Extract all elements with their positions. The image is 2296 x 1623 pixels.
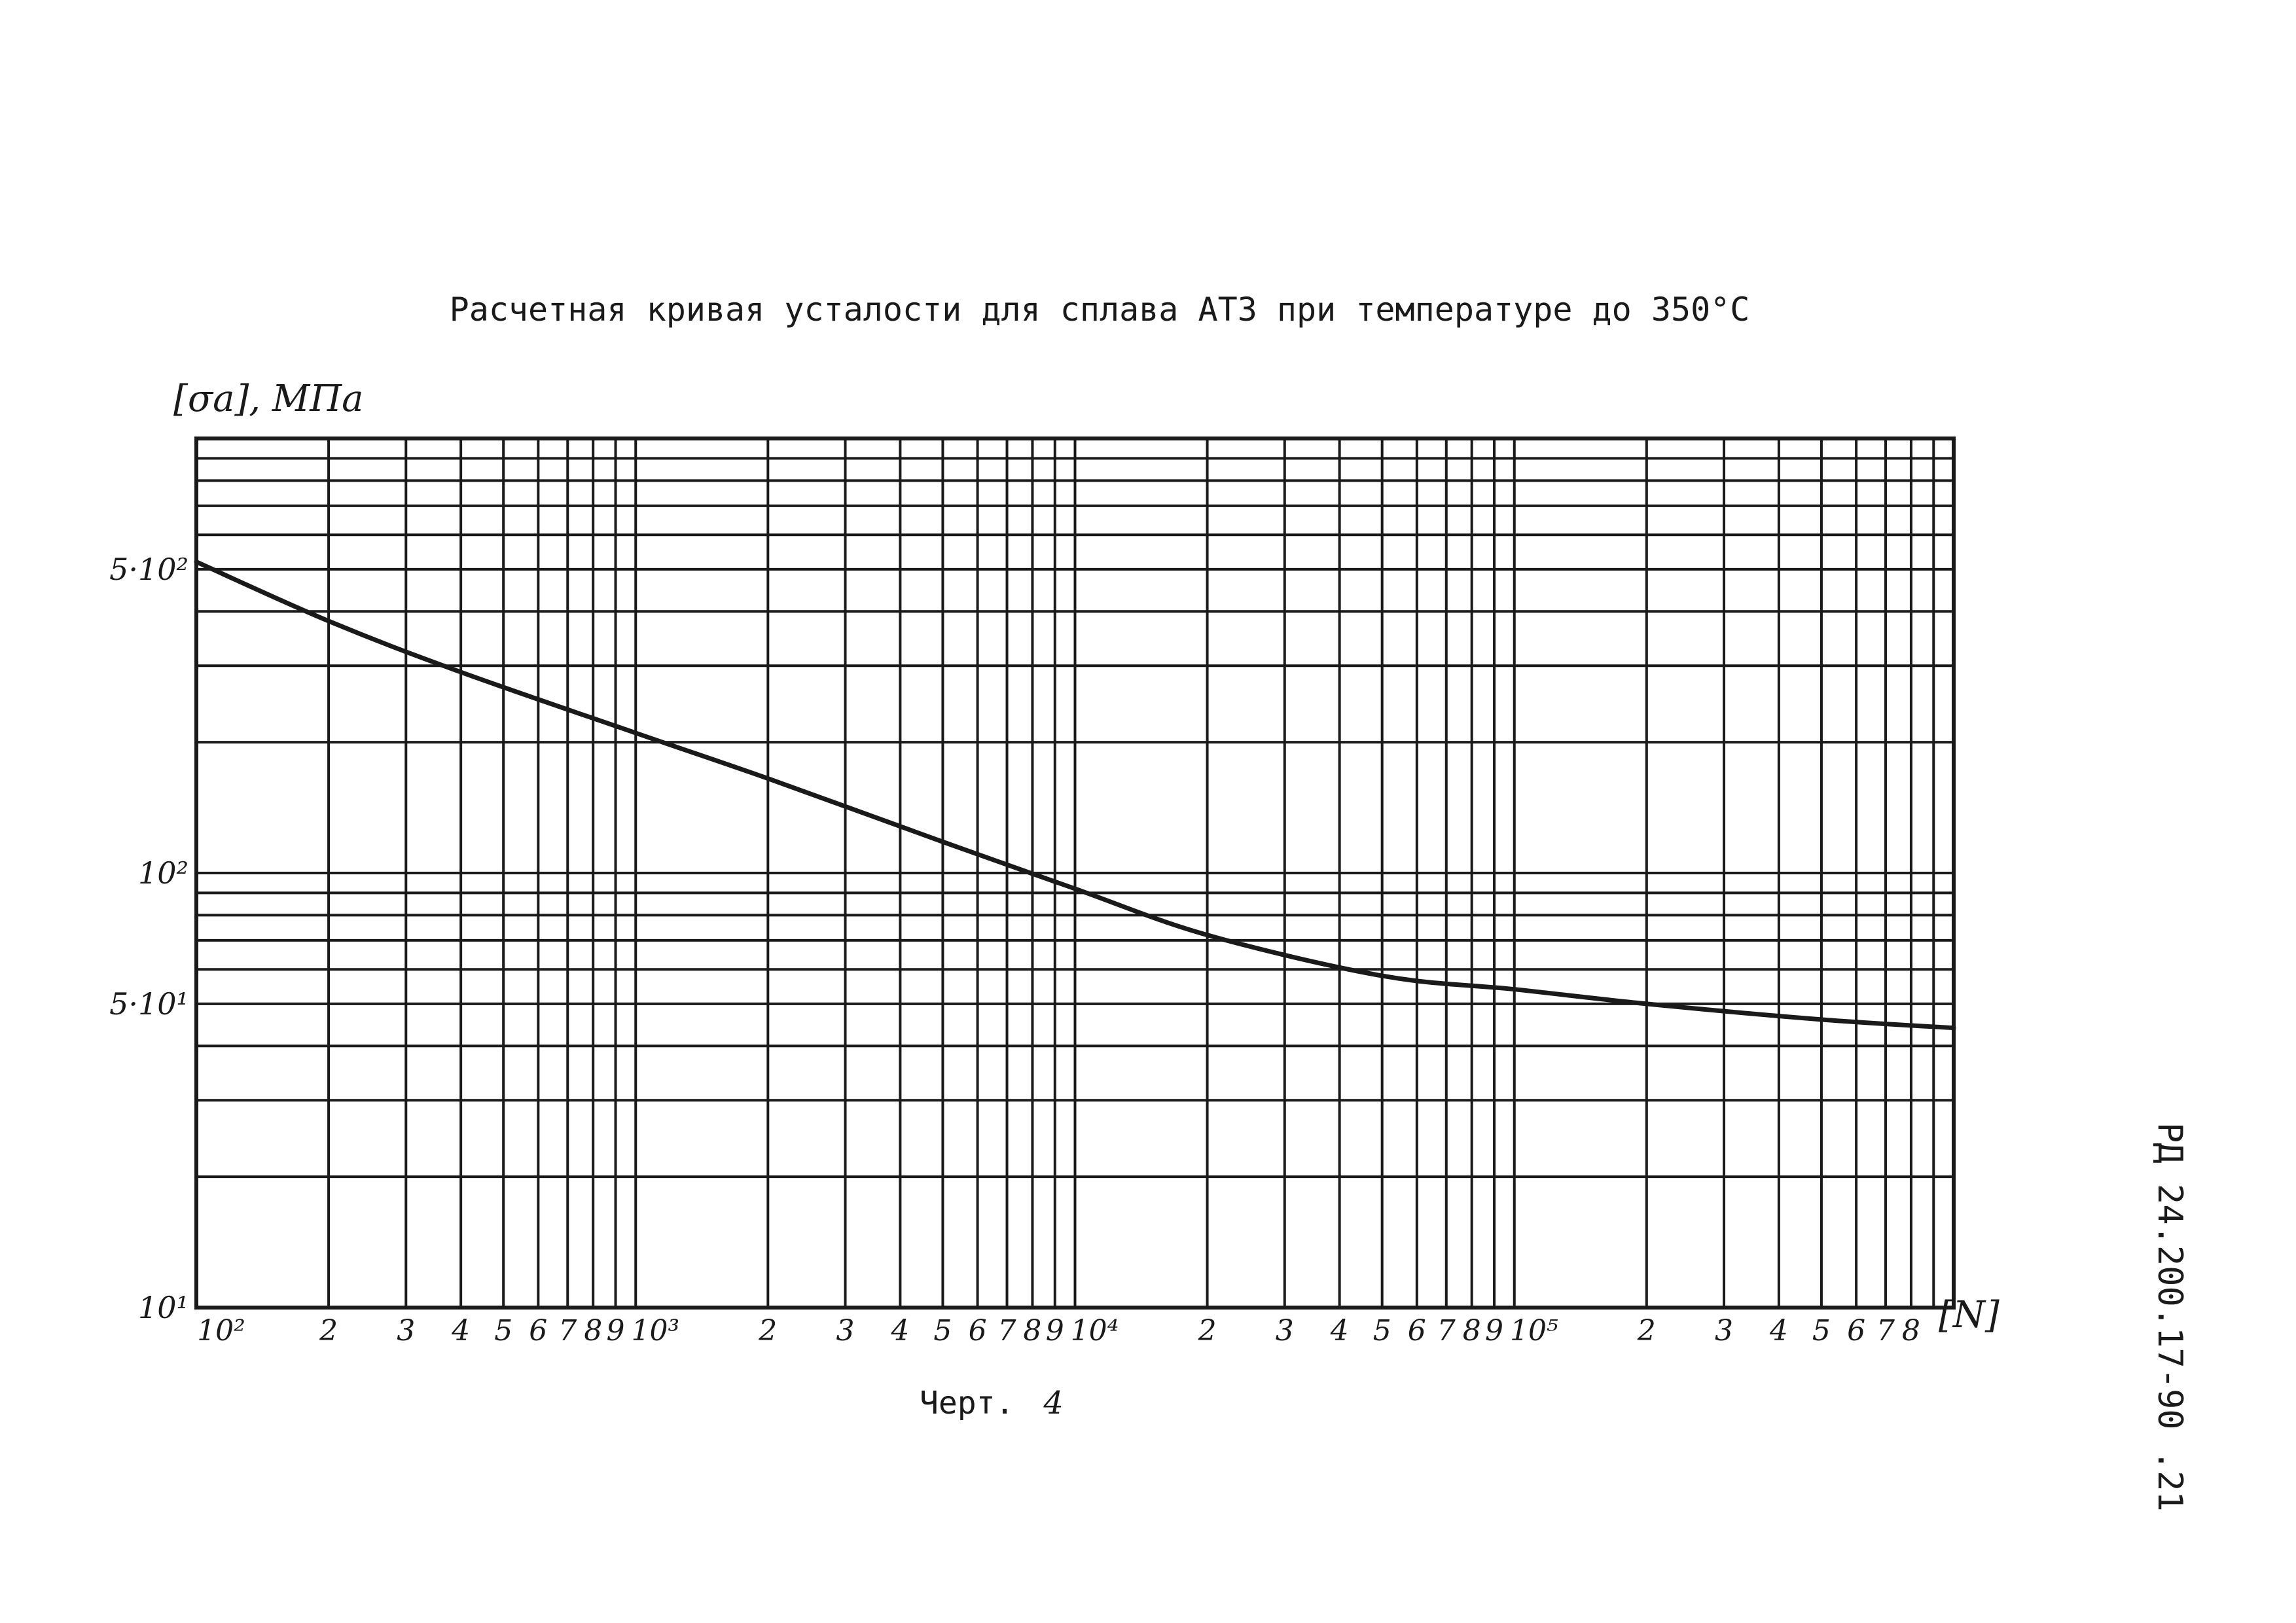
document-code: РД 24.200.17-90 .21 bbox=[2150, 1122, 2189, 1512]
x-tick-label-28: 2 bbox=[1637, 1314, 1656, 1347]
y-tick-labels: 10¹ 5·10¹ 10² 5·10² bbox=[109, 552, 188, 1325]
x-axis-label: [N] bbox=[1939, 1294, 2000, 1336]
x-tick-label-2: 3 bbox=[397, 1314, 415, 1347]
x-tick-label-19: 2 bbox=[1198, 1314, 1217, 1347]
y-tick-label-3: 5·10² bbox=[109, 552, 188, 587]
x-tick-label-34: 8 bbox=[1902, 1314, 1920, 1347]
x-tick-label-11: 3 bbox=[836, 1314, 855, 1347]
x-tick-label-6: 7 bbox=[558, 1314, 577, 1347]
x-tick-label-33: 7 bbox=[1876, 1314, 1895, 1347]
x-tick-label-7: 8 bbox=[584, 1314, 602, 1347]
x-tick-label-29: 3 bbox=[1715, 1314, 1733, 1347]
x-tick-label-15: 7 bbox=[998, 1314, 1016, 1347]
x-tick-label-23: 6 bbox=[1408, 1314, 1426, 1347]
x-tick-labels: 10² 2 3 4 5 6 7 8 9 10³ 2 3 4 5 6 7 8 9 10⁴ 2 3 4 5 6 7 8 9 10⁵ 2 3 4 5… bbox=[197, 1314, 1920, 1347]
x-tick-label-3: 4 bbox=[451, 1314, 470, 1347]
y-tick-label-2: 10² bbox=[138, 855, 188, 891]
x-tick-label-16: 8 bbox=[1023, 1314, 1041, 1347]
chart-title: Расчетная кривая усталости для сплава АТ… bbox=[450, 291, 1750, 329]
x-tick-label-17: 9 bbox=[1046, 1314, 1064, 1347]
y-tick-label-1: 5·10¹ bbox=[109, 986, 188, 1022]
figure-caption: Черт. 4 bbox=[920, 1385, 1064, 1421]
x-tick-label-27: 10⁵ bbox=[1510, 1314, 1558, 1347]
x-tick-label-22: 5 bbox=[1373, 1314, 1391, 1347]
x-tick-label-12: 4 bbox=[890, 1314, 909, 1347]
y-axis-label: [σa], МПа bbox=[173, 378, 363, 420]
x-tick-label-14: 6 bbox=[969, 1314, 987, 1347]
x-tick-label-25: 8 bbox=[1463, 1314, 1481, 1347]
x-tick-label-31: 5 bbox=[1812, 1314, 1831, 1347]
y-tick-label-0: 10¹ bbox=[138, 1290, 188, 1325]
x-tick-label-10: 2 bbox=[758, 1314, 777, 1347]
plot-frame bbox=[194, 437, 1956, 1310]
x-tick-label-8: 9 bbox=[607, 1314, 625, 1347]
fatigue-curve bbox=[194, 560, 1956, 1031]
caption-prefix: Черт. bbox=[920, 1385, 1014, 1421]
caption-number: 4 bbox=[1043, 1385, 1064, 1421]
x-tick-label-9: 10³ bbox=[631, 1314, 679, 1347]
x-tick-label-30: 4 bbox=[1769, 1314, 1788, 1347]
x-tick-label-1: 2 bbox=[319, 1314, 338, 1347]
x-tick-label-21: 4 bbox=[1330, 1314, 1349, 1347]
grid bbox=[195, 437, 1955, 1309]
x-tick-label-32: 6 bbox=[1847, 1314, 1865, 1347]
x-tick-label-5: 6 bbox=[529, 1314, 547, 1347]
x-tick-label-24: 7 bbox=[1437, 1314, 1456, 1347]
x-tick-label-13: 5 bbox=[933, 1314, 952, 1347]
x-tick-label-18: 10⁴ bbox=[1071, 1314, 1119, 1347]
x-tick-label-0: 10² bbox=[197, 1314, 245, 1347]
x-tick-label-4: 5 bbox=[494, 1314, 512, 1347]
x-tick-label-20: 3 bbox=[1276, 1314, 1294, 1347]
x-tick-label-26: 9 bbox=[1485, 1314, 1503, 1347]
